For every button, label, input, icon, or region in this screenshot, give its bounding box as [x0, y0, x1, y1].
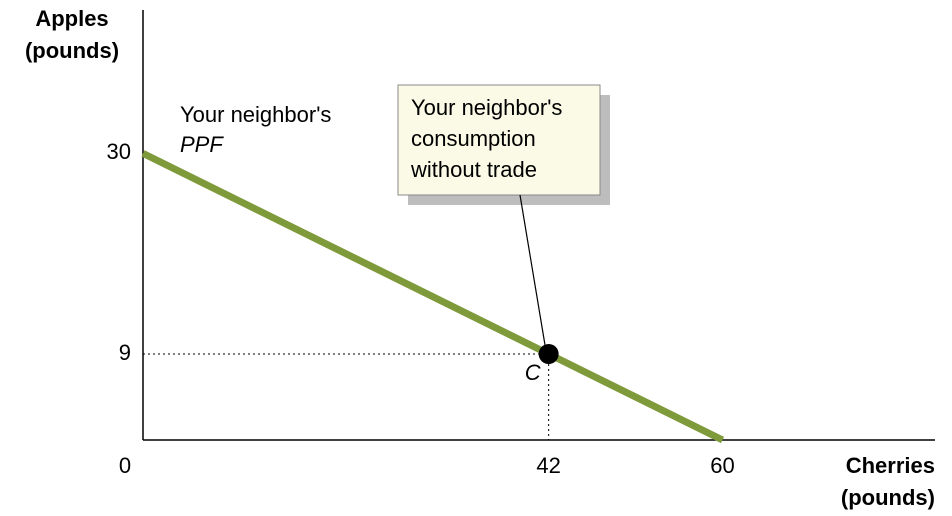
callout-text: without trade	[410, 157, 537, 182]
y-tick-label: 30	[107, 139, 131, 164]
callout-text: consumption	[411, 126, 536, 151]
y-axis-label: (pounds)	[25, 38, 119, 63]
x-tick-label: 60	[710, 453, 734, 478]
series-label: PPF	[180, 132, 224, 157]
x-axis-label: (pounds)	[841, 485, 935, 510]
callout-pointer	[519, 194, 546, 346]
x-axis-label: Cherries	[846, 453, 935, 478]
series-label: Your neighbor's	[180, 102, 331, 127]
point	[538, 344, 559, 364]
y-tick-label: 9	[119, 340, 131, 365]
callout-box	[397, 84, 601, 196]
x-tick-label: 0	[119, 453, 131, 478]
x-tick-label: 42	[536, 453, 560, 478]
y-axis-label: Apples	[35, 6, 108, 31]
point-label: C	[525, 360, 541, 385]
callout-text: Your neighbor's	[411, 95, 562, 120]
ppf-line	[141, 150, 725, 444]
